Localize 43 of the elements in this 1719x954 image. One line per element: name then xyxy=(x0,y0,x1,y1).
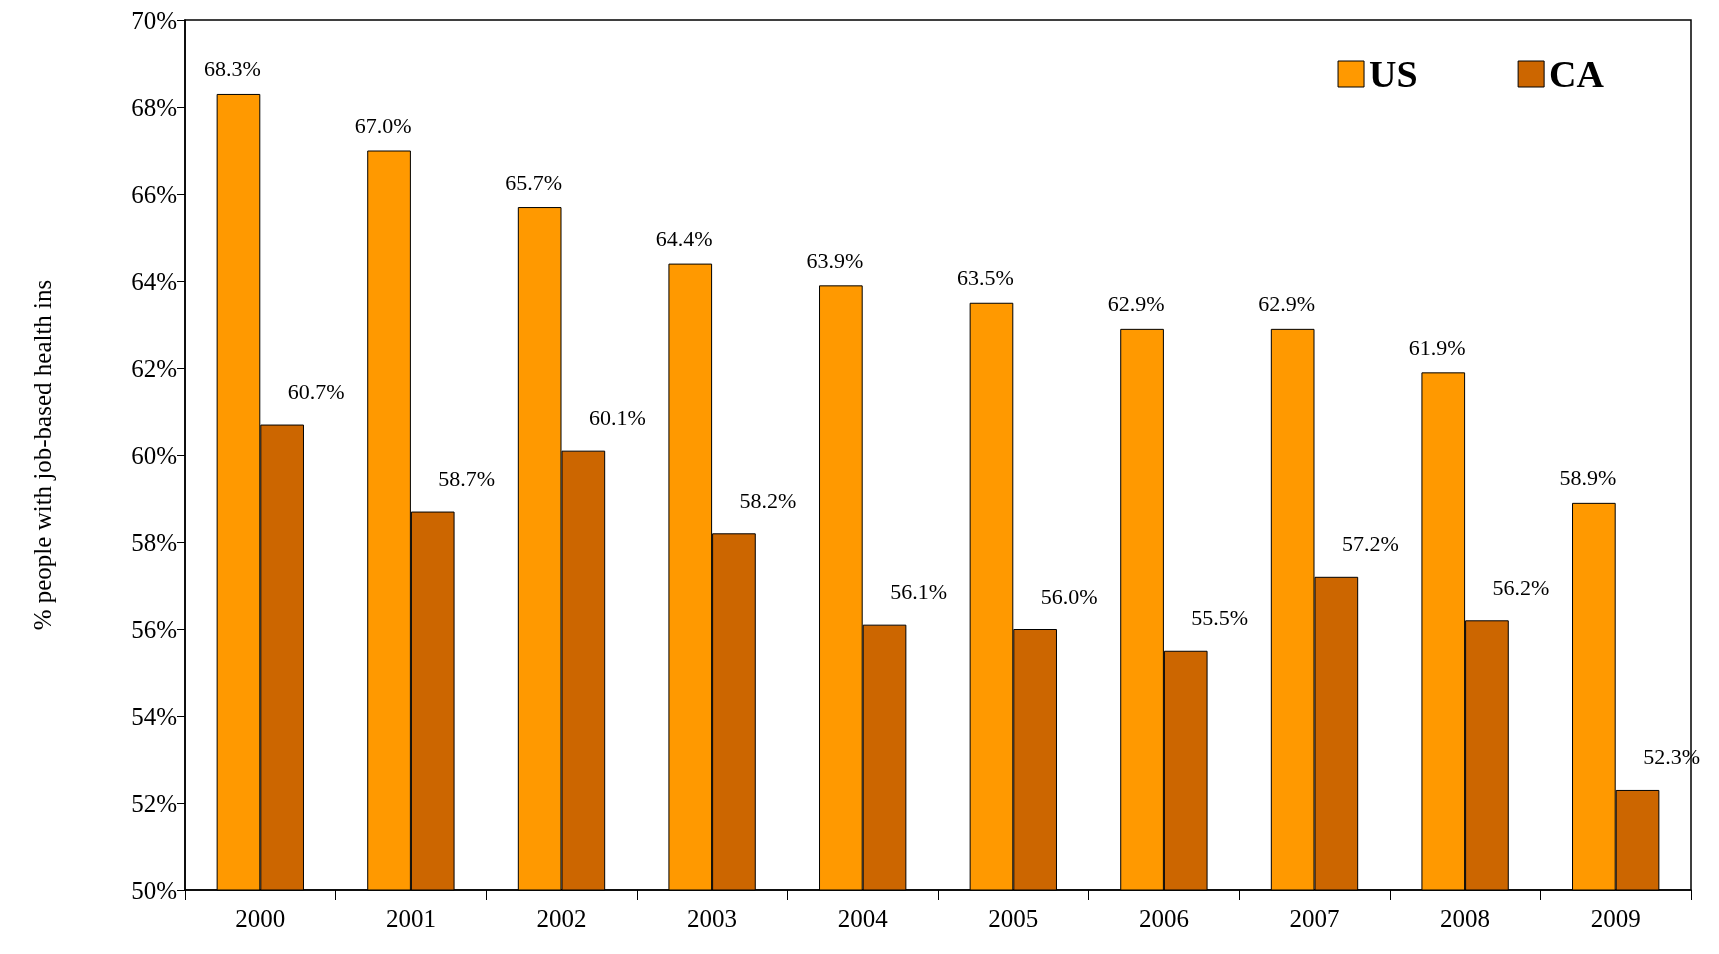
y-axis-title: % people with job-based health ins xyxy=(29,279,56,631)
y-tick-label: 58% xyxy=(131,528,177,556)
x-tick-label: 2007 xyxy=(1289,905,1340,932)
data-label: 68.3% xyxy=(204,56,261,82)
legend-label: CA xyxy=(1549,53,1605,95)
data-label: 63.5% xyxy=(957,265,1014,291)
y-tick-label: 64% xyxy=(131,267,177,295)
y-tick-label: 52% xyxy=(131,789,177,817)
x-tick-label: 2009 xyxy=(1590,905,1641,932)
y-tick-label: 56% xyxy=(131,615,177,643)
data-label: 56.1% xyxy=(890,579,947,605)
data-label: 67.0% xyxy=(354,113,412,138)
data-label: 65.7% xyxy=(505,169,563,195)
x-tick-label: 2004 xyxy=(837,905,889,932)
legend-label: US xyxy=(1369,53,1418,95)
x-tick-label: 2001 xyxy=(385,905,436,932)
y-tick-label: 62% xyxy=(131,354,177,382)
x-tick-label: 2008 xyxy=(1440,905,1491,932)
data-label: 62.9% xyxy=(1107,291,1165,317)
y-tick-label: 50% xyxy=(131,876,177,904)
x-tick-label: 2002 xyxy=(536,905,587,932)
data-label: 63.9% xyxy=(806,247,864,273)
data-label: 55.5% xyxy=(1191,605,1249,631)
data-label: 58.9% xyxy=(1559,465,1617,491)
x-tick-label: 2006 xyxy=(1138,905,1189,932)
y-tick-label: 60% xyxy=(131,441,177,469)
data-label: 64.4% xyxy=(655,226,713,252)
data-label: 58.2% xyxy=(739,487,797,513)
data-label: 60.7% xyxy=(287,379,345,405)
data-label: 62.9% xyxy=(1258,291,1316,317)
y-tick-label: 66% xyxy=(131,180,177,208)
data-label: 58.7% xyxy=(438,466,496,492)
y-tick-label: 70% xyxy=(131,6,177,34)
data-label: 60.1% xyxy=(588,405,646,431)
data-label: 56.2% xyxy=(1492,574,1550,600)
data-label: 61.9% xyxy=(1408,334,1466,360)
data-label: 57.2% xyxy=(1341,531,1399,557)
data-label: 56.0% xyxy=(1040,583,1098,609)
y-tick-label: 68% xyxy=(131,93,177,121)
x-tick-label: 2005 xyxy=(988,905,1039,932)
y-tick-label: 54% xyxy=(131,702,177,730)
x-tick-label: 2000 xyxy=(235,905,286,932)
x-tick-label: 2003 xyxy=(687,905,738,932)
